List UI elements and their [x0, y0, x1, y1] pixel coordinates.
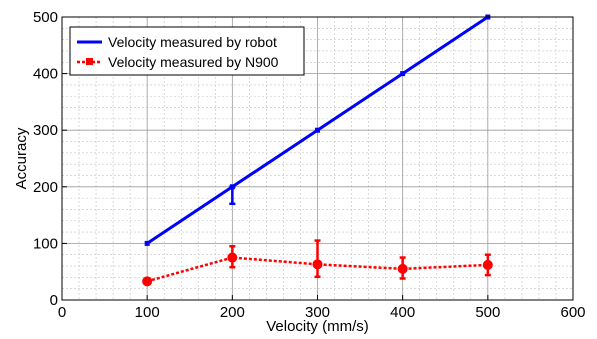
legend-label-n900: Velocity measured by N900: [108, 54, 279, 70]
legend-label-robot: Velocity measured by robot: [108, 34, 277, 50]
legend-marker-n900: [86, 58, 93, 65]
y-tick-label: 200: [33, 179, 58, 196]
data-point: [144, 240, 150, 246]
x-axis-label: Velocity (mm/s): [266, 318, 369, 335]
y-tick-label: 500: [33, 9, 58, 26]
y-tick-label: 100: [33, 235, 58, 252]
legend-box: [69, 26, 305, 76]
legend: Velocity measured by robot Velocity meas…: [69, 26, 305, 76]
x-tick-label: 400: [390, 304, 415, 321]
tick-labels: 0 100 200 300 400 500 600 0 100 200 300 400 500: [33, 9, 586, 321]
data-point: [312, 259, 323, 270]
data-point: [315, 127, 320, 133]
data-point: [400, 71, 406, 77]
data-point: [482, 259, 493, 270]
y-tick-label: 0: [50, 292, 58, 309]
data-point: [142, 276, 153, 287]
series-line: [146, 256, 488, 283]
y-tick-label: 300: [33, 122, 58, 139]
legend-entry-n900: Velocity measured by N900: [77, 54, 279, 70]
x-tick-label: 200: [220, 304, 245, 321]
x-tick-label: 100: [135, 304, 160, 321]
x-tick-label: 300: [305, 304, 330, 321]
data-point: [227, 252, 238, 263]
data-point: [229, 184, 235, 190]
x-tick-label: 500: [475, 304, 500, 321]
y-axis-label: Accuracy: [13, 127, 30, 189]
x-tick-label: 600: [560, 304, 585, 321]
x-tick-label: 0: [58, 304, 66, 321]
data-point: [397, 263, 408, 274]
y-tick-label: 400: [33, 66, 58, 83]
series-n900: [142, 239, 493, 287]
legend-entry-robot: Velocity measured by robot: [77, 34, 277, 50]
